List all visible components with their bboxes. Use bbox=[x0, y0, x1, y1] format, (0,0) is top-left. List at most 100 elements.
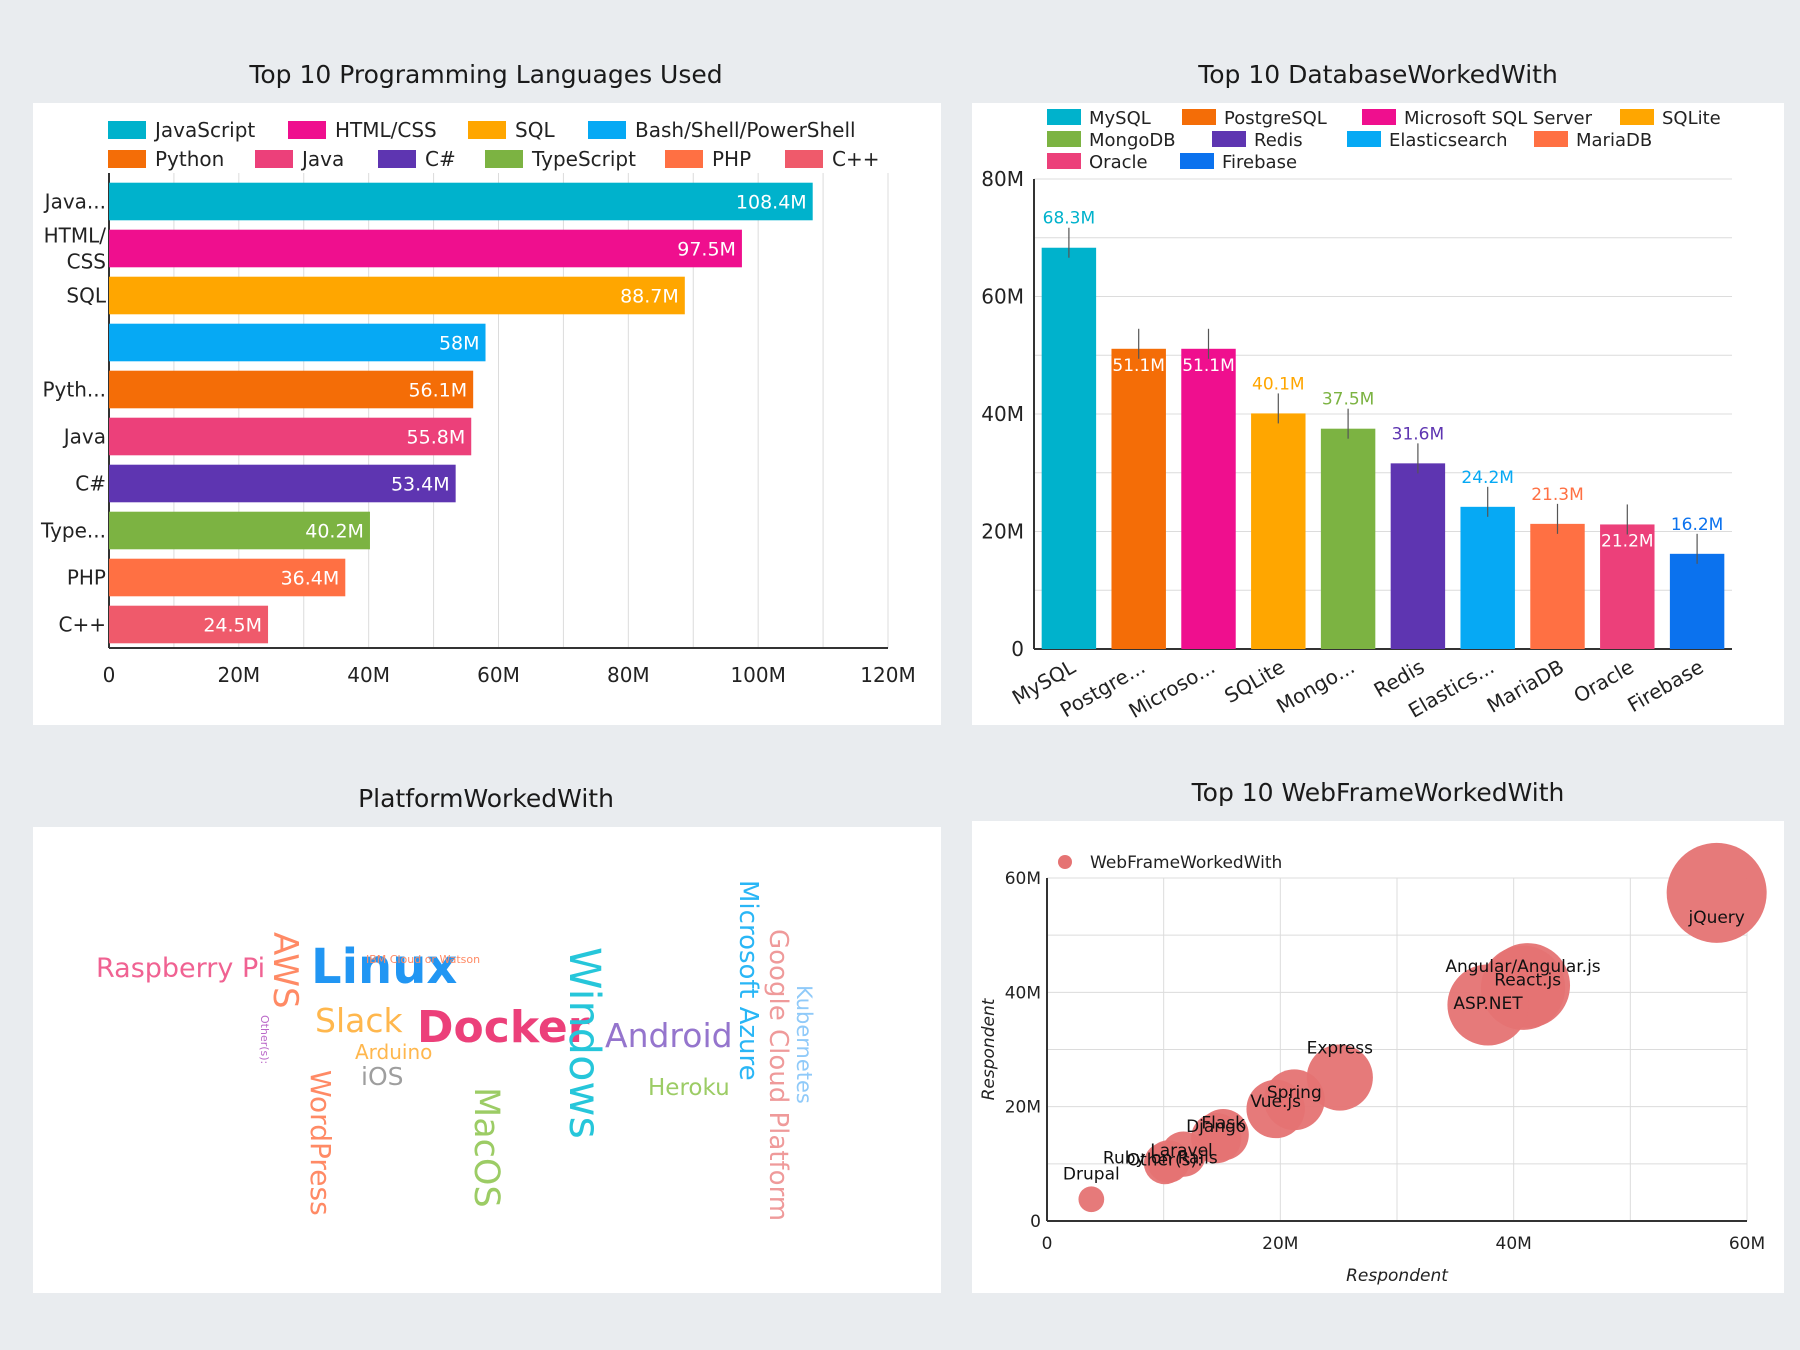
y-tick-label: 80M bbox=[981, 167, 1024, 191]
bar bbox=[109, 182, 813, 221]
bubble bbox=[1246, 1079, 1305, 1139]
y-tick-label: 0 bbox=[1030, 1212, 1041, 1232]
y-tick-label: CSS bbox=[67, 250, 106, 274]
wordcloud-word: Heroku bbox=[648, 1075, 730, 1101]
legend-swatch bbox=[255, 150, 293, 168]
y-tick-label: C++ bbox=[59, 613, 106, 637]
x-tick-label: 0 bbox=[103, 663, 116, 687]
wordcloud-word: Docker bbox=[417, 1002, 590, 1053]
y-tick-label: HTML/ bbox=[44, 224, 107, 248]
x-tick-label: 80M bbox=[607, 663, 650, 687]
legend-swatch bbox=[468, 121, 506, 139]
bar-value-label: 51.1M bbox=[1182, 356, 1235, 376]
bar-value-label: 51.1M bbox=[1112, 356, 1165, 376]
bar-value-label: 21.2M bbox=[1601, 531, 1654, 551]
legend-label: Java bbox=[300, 147, 344, 171]
bar bbox=[109, 229, 742, 268]
legend-label: JavaScript bbox=[153, 118, 255, 142]
x-tick-label: 120M bbox=[860, 663, 915, 687]
wordcloud-word: WordPress bbox=[304, 1070, 337, 1216]
legend-swatch bbox=[108, 121, 146, 139]
legend-swatch bbox=[378, 150, 416, 168]
bubble-label: jQuery bbox=[1687, 908, 1744, 928]
bubble-label: Spring bbox=[1267, 1083, 1322, 1103]
legend-label: Microsoft SQL Server bbox=[1404, 108, 1593, 129]
bubble bbox=[1143, 1142, 1186, 1185]
databases-bar-chart: MySQL PostgreSQL Microsoft SQL Server SQLit… bbox=[981, 108, 1732, 723]
x-tick-label: 0 bbox=[1042, 1234, 1053, 1254]
y-tick-label: 40M bbox=[981, 402, 1024, 426]
bar-value-label: 53.4M bbox=[391, 474, 450, 496]
languages-chart-title: Top 10 Programming Languages Used bbox=[249, 60, 723, 89]
x-tick-label: 60M bbox=[1729, 1234, 1765, 1254]
legend-label: PHP bbox=[712, 147, 751, 171]
bar-value-label: 40.2M bbox=[305, 521, 364, 543]
bubble-label: ASP.NET bbox=[1453, 994, 1523, 1014]
bar-value-label: 36.4M bbox=[281, 568, 340, 590]
x-tick-label: 20M bbox=[217, 663, 260, 687]
x-tick-label: 20M bbox=[1262, 1234, 1298, 1254]
bar bbox=[1111, 348, 1166, 649]
bubble-label: Drupal bbox=[1063, 1164, 1120, 1184]
legend-swatch bbox=[1347, 131, 1381, 147]
bar bbox=[109, 511, 370, 550]
bar bbox=[109, 276, 685, 315]
bar-value-label: 68.3M bbox=[1043, 209, 1096, 229]
legend-label: Oracle bbox=[1089, 152, 1148, 173]
languages-bar-chart: JavaScript HTML/CSS SQL Bash/Shell/PowerShe… bbox=[40, 118, 916, 687]
legend-swatch bbox=[288, 121, 326, 139]
bubble-label: Django bbox=[1186, 1117, 1246, 1137]
bubble-label: Other(s): bbox=[1127, 1150, 1203, 1170]
bar bbox=[109, 558, 346, 597]
bubble-label: Flask bbox=[1201, 1114, 1245, 1134]
bar-value-label: 24.5M bbox=[203, 615, 262, 637]
bar-value-label: 97.5M bbox=[677, 239, 736, 261]
legend-label: PostgreSQL bbox=[1224, 108, 1327, 129]
bubble-label: Vue.js bbox=[1250, 1092, 1301, 1112]
x-tick-label: MariaDB bbox=[1483, 655, 1568, 718]
wordcloud-word: Google Cloud Platform bbox=[763, 929, 793, 1221]
legend-marker bbox=[1058, 855, 1072, 869]
webframe-chart-panel: WebFrameWorkedWith 0 20M 40M 60M 0 20M 40M 60M Re… bbox=[972, 821, 1784, 1293]
legend-swatch bbox=[1180, 153, 1214, 169]
bar-value-label: 31.6M bbox=[1392, 424, 1445, 444]
legend-label: C# bbox=[425, 147, 456, 171]
x-tick-label: Mongo... bbox=[1272, 655, 1358, 719]
y-tick-label: SQL bbox=[66, 284, 106, 308]
bar bbox=[109, 323, 486, 362]
y-tick-label: Pyth... bbox=[43, 378, 107, 402]
bubble-label: React.js bbox=[1494, 970, 1561, 990]
legend-label: SQLite bbox=[1662, 108, 1721, 129]
legend-swatch bbox=[1534, 131, 1568, 147]
legend-label: SQL bbox=[515, 118, 555, 142]
bar bbox=[1181, 348, 1236, 649]
legend-swatch bbox=[665, 150, 703, 168]
bar bbox=[109, 464, 456, 503]
legend-swatch bbox=[485, 150, 523, 168]
wordcloud-word: Microsoft Azure bbox=[733, 880, 763, 1081]
y-tick-label: C# bbox=[75, 472, 106, 496]
webframe-chart-title: Top 10 WebFrameWorkedWith bbox=[1191, 778, 1565, 807]
legend-label: MySQL bbox=[1089, 108, 1151, 129]
y-tick-label: 40M bbox=[1005, 983, 1041, 1003]
bar-value-label: 55.8M bbox=[407, 427, 466, 449]
x-tick-label: 60M bbox=[477, 663, 520, 687]
x-axis-title: Respondent bbox=[1346, 1266, 1449, 1286]
bar-value-label: 24.2M bbox=[1461, 468, 1514, 488]
legend-label: Elasticsearch bbox=[1389, 130, 1508, 151]
bubble-label: Laravel bbox=[1150, 1141, 1213, 1161]
legend-swatch bbox=[785, 150, 823, 168]
bar bbox=[1600, 524, 1655, 649]
bubble-label: Angular/Angular.js bbox=[1445, 957, 1600, 977]
legend-label: MongoDB bbox=[1089, 130, 1176, 151]
y-tick-label: Java bbox=[62, 425, 106, 449]
wordcloud-word: Kubernetes bbox=[792, 985, 816, 1104]
legend-label: MariaDB bbox=[1576, 130, 1652, 151]
legend-swatch bbox=[1047, 131, 1081, 147]
x-tick-label: 40M bbox=[1496, 1234, 1532, 1254]
legend-swatch bbox=[1047, 153, 1081, 169]
y-tick-label: 60M bbox=[981, 285, 1024, 309]
platform-wordcloud-panel: Raspberry Pi AWS Linux IBM Cloud or Watson O… bbox=[33, 827, 941, 1293]
y-tick-label: 60M bbox=[1005, 869, 1041, 889]
